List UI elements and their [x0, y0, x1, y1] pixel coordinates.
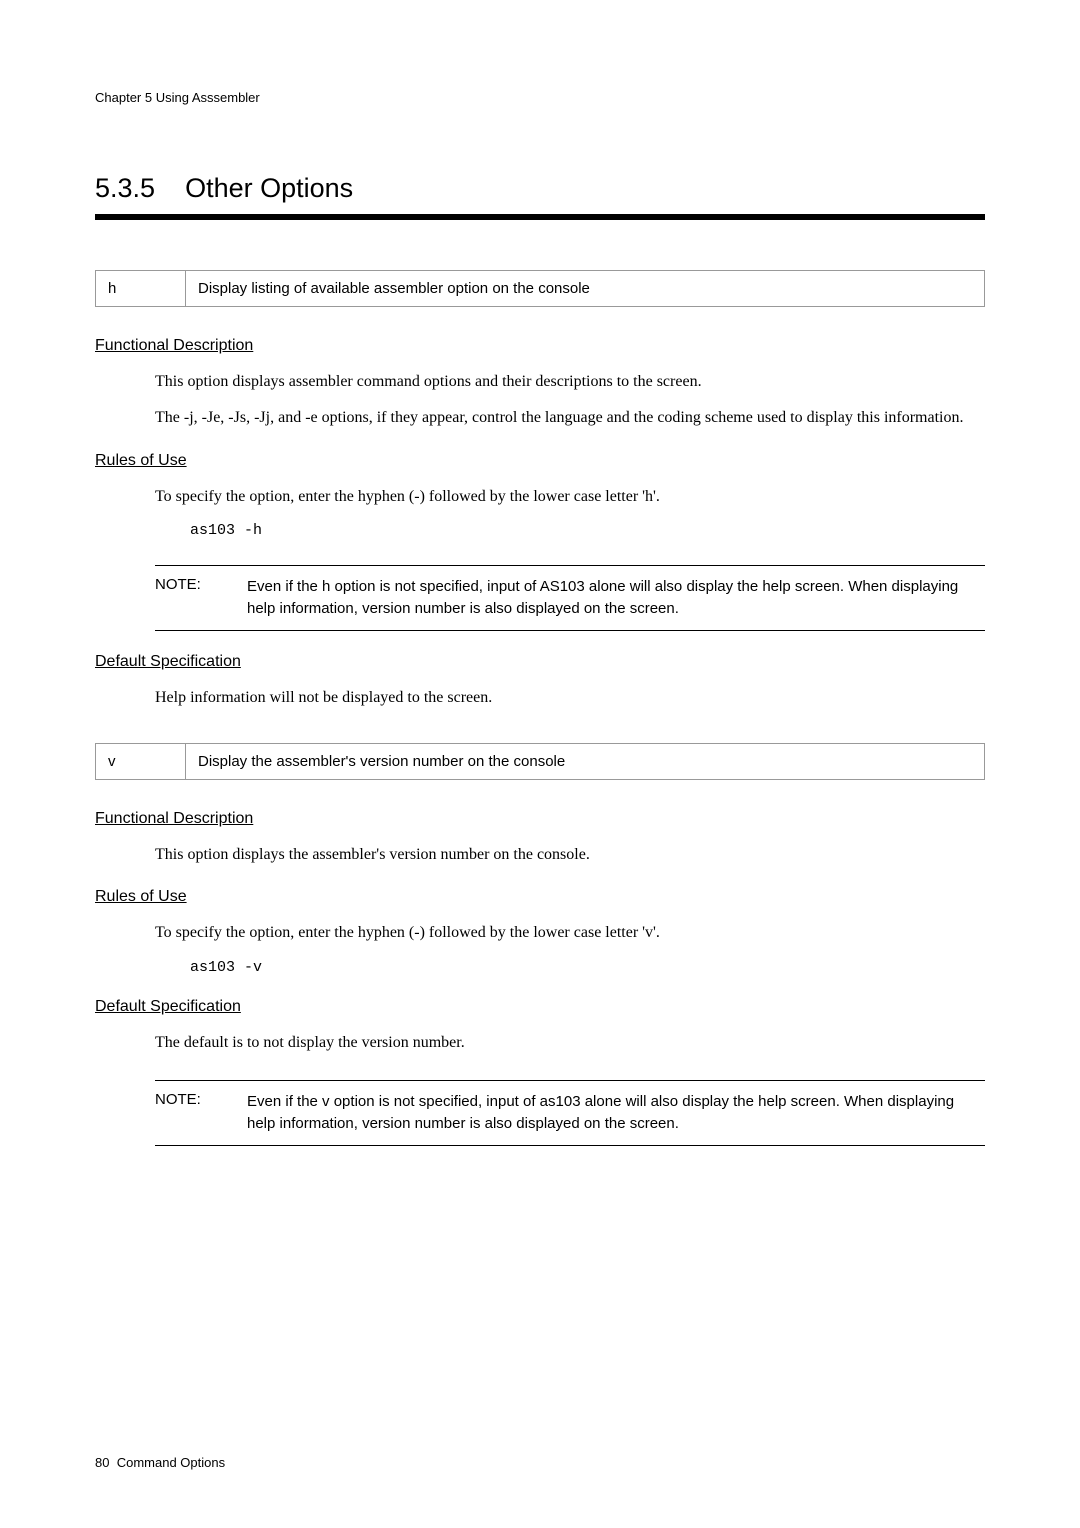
code-example: as103 -v — [190, 959, 985, 976]
body-text: To specify the option, enter the hyphen … — [155, 922, 985, 944]
body-text: This option displays the assembler's ver… — [155, 844, 985, 866]
note-rule-bottom — [155, 630, 985, 631]
code-example: as103 -h — [190, 522, 985, 539]
heading-functional-description: Functional Description — [95, 337, 985, 355]
footer-page-number: 80 — [95, 1455, 109, 1470]
option-desc: Display the assembler's version number o… — [186, 744, 984, 779]
note-label: NOTE: — [155, 576, 247, 620]
section-number: 5.3.5 — [95, 173, 155, 203]
chapter-header: Chapter 5 Using Asssembler — [95, 90, 985, 105]
heading-rules-of-use: Rules of Use — [95, 452, 985, 470]
note-block: NOTE: Even if the h option is not specif… — [155, 565, 985, 631]
option-flag: h — [96, 271, 186, 306]
section-rule — [95, 214, 985, 220]
body-text: To specify the option, enter the hyphen … — [155, 486, 985, 508]
heading-default-specification: Default Specification — [95, 653, 985, 671]
option-table-v: v Display the assembler's version number… — [95, 743, 985, 780]
note-label: NOTE: — [155, 1091, 247, 1135]
body-text: The default is to not display the versio… — [155, 1032, 985, 1054]
section-title: 5.3.5 Other Options — [95, 173, 985, 204]
body-text: This option displays assembler command o… — [155, 371, 985, 393]
footer-label: Command Options — [117, 1455, 225, 1470]
option-desc: Display listing of available assembler o… — [186, 271, 984, 306]
body-text: Help information will not be displayed t… — [155, 687, 985, 709]
note-text: Even if the v option is not specified, i… — [247, 1091, 985, 1135]
note-rule-bottom — [155, 1145, 985, 1146]
heading-rules-of-use: Rules of Use — [95, 888, 985, 906]
option-flag: v — [96, 744, 186, 779]
page-footer: 80 Command Options — [95, 1455, 225, 1470]
note-text: Even if the h option is not specified, i… — [247, 576, 985, 620]
note-block: NOTE: Even if the v option is not specif… — [155, 1080, 985, 1146]
heading-default-specification: Default Specification — [95, 998, 985, 1016]
option-table-h: h Display listing of available assembler… — [95, 270, 985, 307]
section-title-text: Other Options — [185, 173, 353, 203]
body-text: The -j, -Je, -Js, -Jj, and -e options, i… — [155, 407, 985, 429]
heading-functional-description: Functional Description — [95, 810, 985, 828]
